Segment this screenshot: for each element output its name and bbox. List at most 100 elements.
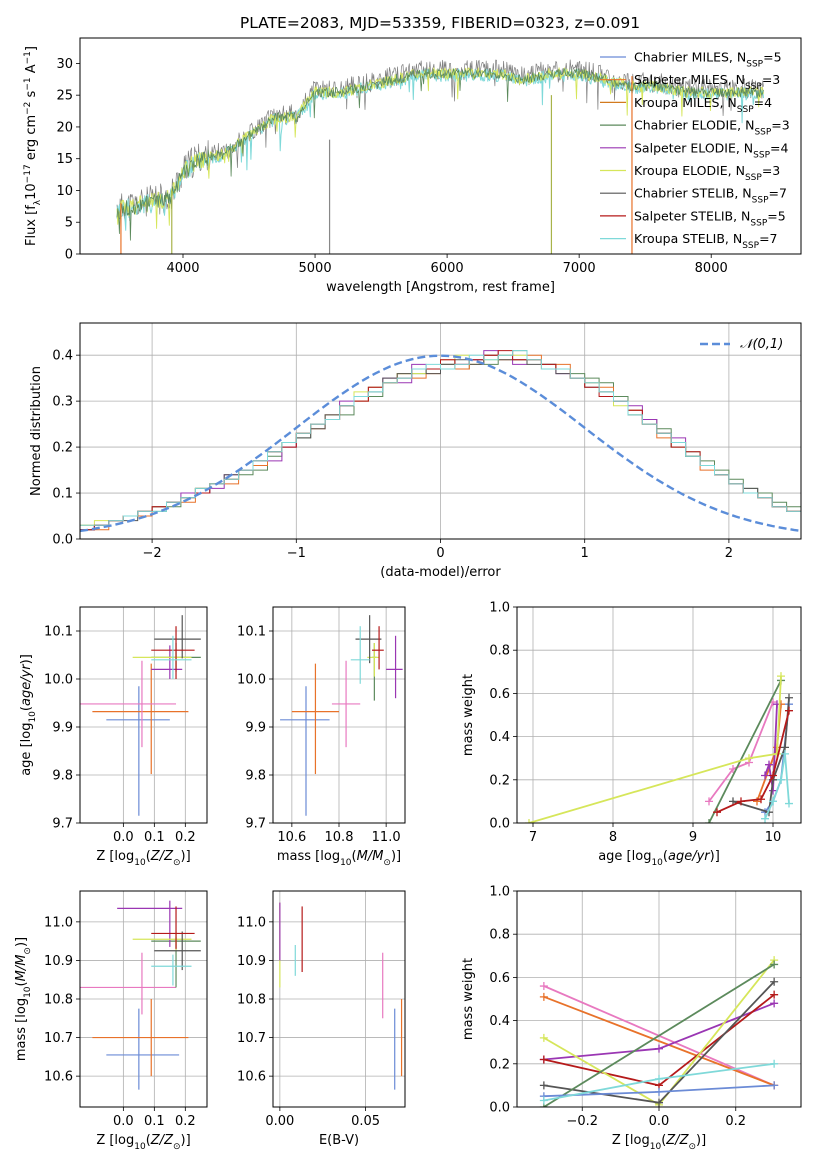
x-axis-label-part: ( (663, 849, 668, 864)
x-tick-label: 11.0 (372, 830, 401, 845)
legend-label-part: SSP (737, 105, 754, 115)
x-axis-label-part: Z/Z (665, 1133, 689, 1148)
x-axis-label-part: (data-model)/error (380, 565, 501, 580)
y-tick-label: 0.2 (489, 1057, 510, 1072)
x-axis-label-part: ( (661, 1133, 666, 1148)
x-tick-label: 0.0 (113, 1114, 134, 1129)
y-tick-label: 25 (56, 89, 73, 104)
x-axis-label-part: 10 (651, 858, 663, 868)
y-axis-label-part: age/yr (19, 663, 34, 706)
x-axis-label-part: )] (696, 1133, 706, 1148)
x-axis-label-part: M/M (357, 849, 384, 864)
x-axis-label-part: 10 (650, 1142, 662, 1152)
x-axis-label-part: Z/Z (150, 1133, 174, 1148)
y-tick-label: 9.9 (52, 721, 73, 736)
legend-label-part: Kroupa ELODIE, N (634, 163, 745, 178)
data-point-marker (770, 1059, 779, 1068)
x-axis-label-part: Z [log (96, 1133, 134, 1148)
legend-label-part: SSP (742, 241, 759, 251)
legend-label: 𝒩(0,1) (740, 337, 783, 352)
legend-label-part: Salpeter STELIB, N (634, 208, 750, 223)
x-axis-label-part: 10 (134, 858, 146, 868)
y-axis-label-part: 10 (28, 711, 38, 723)
legend-label-part: =4 (770, 140, 788, 155)
legend-label: Chabrier ELODIE, NSSP=3 (634, 118, 790, 138)
x-tick-label: 8 (609, 830, 617, 845)
weight-line (528, 676, 782, 823)
x-tick-label: 0.1 (144, 830, 165, 845)
y-axis-label-part: λ (33, 199, 43, 205)
x-axis-label: age [log10(age/yr)] (598, 849, 720, 868)
y-axis-label-part: 10 (23, 986, 33, 998)
y-tick-label: 10.8 (44, 993, 73, 1008)
x-axis-label-part: ( (352, 849, 357, 864)
y-axis-label: mass weight (461, 958, 476, 1040)
plot-spectrum: 4000 5000 6000 7000 8000 0 5 10 15 20 25 30 Chabrier… (23, 37, 802, 295)
data-point-marker (770, 960, 779, 969)
y-tick-label: 11.0 (237, 915, 266, 930)
y-axis-label-part: age [log (19, 723, 34, 776)
y-tick-label: 0.0 (489, 1101, 510, 1116)
y-tick-label: 0 (65, 248, 73, 263)
x-tick-label: 2 (725, 546, 733, 561)
legend-label-part: Chabrier ELODIE, N (634, 118, 754, 133)
x-axis-label-part: )] (710, 849, 720, 864)
legend-label: Salpeter ELODIE, NSSP=4 (634, 140, 789, 160)
plot-area (539, 956, 779, 1107)
data-point-marker (770, 977, 779, 986)
data-point-marker (777, 672, 785, 681)
data-point-marker (539, 1033, 548, 1042)
data-point-marker (745, 754, 753, 763)
data-point-marker (737, 797, 745, 806)
y-tick-label: 1.0 (489, 885, 510, 900)
y-tick-label: 9.7 (52, 817, 73, 832)
figure-title: PLATE=2083, MJD=53359, FIBERID=0323, z=0… (240, 14, 640, 32)
y-tick-label: 30 (56, 57, 73, 72)
plot-area (80, 350, 801, 533)
plot-age-vs-Z: 0.0 0.1 0.29.79.89.910.010.1Z [log10(Z/Z⊙)… (19, 606, 208, 868)
y-axis-label-part: M/M (14, 955, 29, 982)
x-axis-label-part: Z [log (96, 849, 134, 864)
data-point-marker (781, 749, 789, 758)
y-tick-label: 5 (65, 216, 73, 231)
x-tick-label: 0.00 (265, 1114, 294, 1129)
x-tick-label: 10 (765, 830, 782, 845)
y-axis-label-part: s (24, 90, 39, 101)
legend-label-part: SSP (750, 218, 767, 228)
x-tick-label: 0.2 (725, 1114, 746, 1129)
x-axis-label-part: age [log (598, 849, 651, 864)
data-point-marker (770, 990, 779, 999)
y-tick-label: 0.0 (489, 817, 510, 832)
y-tick-label: 10.9 (237, 954, 266, 969)
x-tick-label: 0.0 (113, 830, 134, 845)
x-axis-label-part: ( (146, 849, 151, 864)
y-axis-label-part: erg cm (24, 115, 39, 164)
y-tick-label: 9.7 (245, 817, 266, 832)
x-axis-label-part: E(B-V) (319, 1133, 359, 1148)
spectrum-line (116, 67, 764, 229)
y-axis-label-part: ⊙ (23, 947, 33, 955)
plot-mass-vs-EBV: 0.00 0.05 10.6 10.7 10.8 10.9 11.0 E(B-V) (237, 890, 406, 1148)
data-point-marker (785, 693, 793, 702)
data-point-marker (785, 799, 793, 808)
x-axis-label: Z [log10(Z/Z⊙)] (96, 849, 190, 868)
y-tick-label: 9.8 (52, 769, 73, 784)
y-axis-label-part: ( (19, 706, 34, 711)
y-tick-label: 0.2 (52, 441, 73, 456)
y-tick-label: 9.9 (245, 721, 266, 736)
x-tick-label: −0.2 (566, 1114, 598, 1129)
x-axis-label-part: ⊙ (688, 1142, 696, 1152)
data-point-marker (539, 982, 548, 991)
legend-label: Salpeter STELIB, NSSP=5 (634, 208, 786, 228)
data-point-marker (539, 1055, 548, 1064)
x-axis-label: Z [log10(Z/Z⊙)] (612, 1133, 706, 1152)
y-axis-label-part: )] (14, 937, 29, 947)
plot-mass-vs-Z: 0.0 0.1 0.210.610.710.810.911.0Z [log10(Z/… (14, 890, 208, 1152)
y-tick-label: 0.6 (489, 971, 510, 986)
y-tick-label: 10.0 (237, 673, 266, 688)
plot-residuals: −2 −1 0 1 2 0.0 0.1 0.2 0.3 0.4 𝒩(0,1) (data-model)… (29, 322, 802, 580)
x-tick-label: 1 (581, 546, 589, 561)
plot-area (80, 615, 201, 816)
